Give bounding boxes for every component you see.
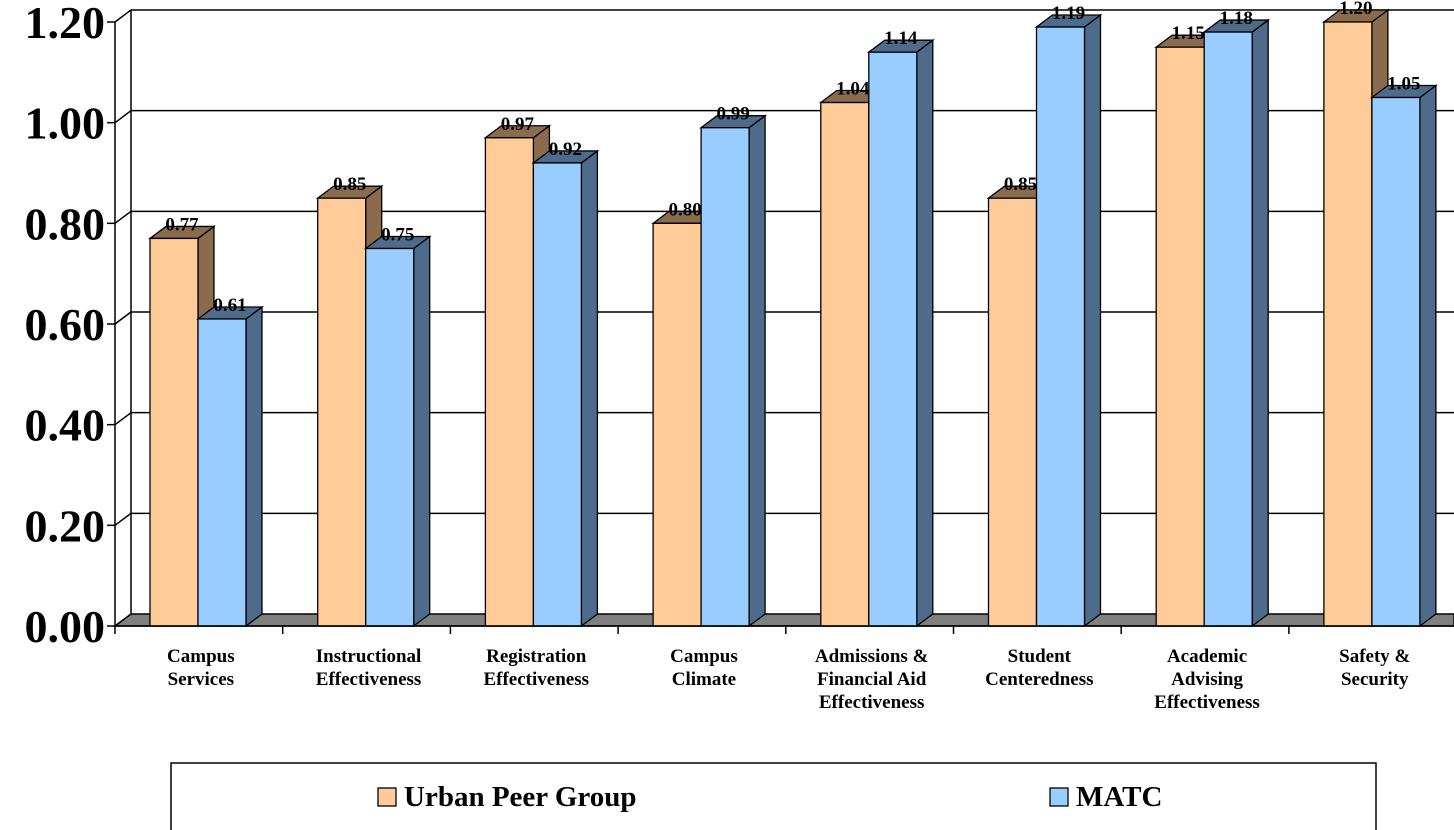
bar-side: [916, 38, 934, 628]
y-tick-label: 0.60: [25, 299, 106, 350]
data-label: 0.97: [501, 114, 535, 135]
legend-swatch: [1049, 787, 1069, 807]
x-tick-label: Registration Effectiveness: [483, 646, 589, 690]
bar-side: [413, 235, 431, 628]
x-tick-label: Campus Climate: [670, 646, 738, 690]
x-tick-label: Instructional Effectiveness: [316, 646, 422, 690]
bar-side: [1419, 84, 1437, 628]
bar-side: [748, 114, 766, 628]
data-label: 1.15: [1172, 23, 1205, 44]
bar-front: [149, 237, 199, 627]
legend-swatch: [377, 787, 397, 807]
bar-front: [1203, 31, 1253, 627]
data-label: 0.85: [333, 174, 366, 195]
bar: [699, 114, 768, 628]
bar-side: [245, 305, 263, 628]
data-label: 1.19: [1052, 3, 1085, 24]
bar-front: [484, 137, 535, 627]
bars: [148, 8, 1438, 628]
y-tick-depth: [114, 9, 132, 23]
bar: [1202, 18, 1271, 628]
y-tick-label: 1.00: [25, 98, 106, 149]
bar-front: [700, 127, 750, 627]
data-label: 1.20: [1339, 0, 1372, 19]
bar-side: [1083, 13, 1102, 628]
bar-front: [317, 197, 367, 627]
y-tick-depth: [114, 613, 132, 627]
y-tick-label: 0.20: [25, 500, 106, 551]
data-label: 0.77: [165, 214, 199, 235]
y-tick-label: 0.40: [25, 400, 106, 451]
bar-front: [365, 247, 415, 627]
data-label: 0.80: [668, 199, 701, 220]
x-tick-label: Admissions & Financial Aid Effectiveness: [815, 646, 929, 713]
bar: [1034, 13, 1103, 628]
bar-front: [1155, 46, 1205, 627]
bar-front: [820, 101, 870, 627]
bar-front: [987, 197, 1038, 627]
data-label: 0.99: [716, 104, 749, 125]
bar: [531, 149, 600, 628]
x-tick-label: Academic Advising Effectiveness: [1154, 646, 1260, 713]
data-label: 0.61: [213, 295, 246, 316]
y-tick-depth: [114, 412, 132, 426]
y-tick-depth: [114, 210, 132, 224]
bar-front: [197, 318, 247, 627]
y-tick-depth: [114, 110, 132, 124]
x-tick-label: Safety & Security: [1339, 646, 1410, 690]
data-label: 0.75: [381, 225, 414, 246]
y-tick-label: 0.80: [25, 198, 106, 249]
bar-side: [1251, 18, 1269, 628]
bar-front: [1371, 96, 1421, 627]
data-label: 1.05: [1387, 74, 1420, 95]
y-tick-depth: [114, 311, 132, 325]
bar-front: [868, 51, 918, 627]
x-tick-label: Student Centeredness: [985, 646, 1093, 690]
data-label: 0.85: [1004, 174, 1037, 195]
data-label: 1.14: [884, 28, 918, 49]
legend-entry: Urban Peer Group: [404, 781, 637, 813]
data-label: 1.18: [1220, 8, 1253, 29]
y-tick-label: 1.20: [25, 0, 106, 48]
data-label: 1.04: [836, 79, 870, 100]
bar-front: [1035, 26, 1086, 627]
data-label: 0.92: [549, 139, 582, 160]
bar-front: [1323, 21, 1373, 627]
bar-front: [652, 222, 702, 627]
legend-box: [170, 762, 1377, 830]
y-tick-label: 0.00: [25, 601, 106, 652]
bar-front: [532, 162, 583, 627]
data-labels: 0.77 0.85 0.97 0.80 1.04 0.85 1.15 1.20 0.61 0.75…: [165, 0, 1420, 316]
x-tick-label: Campus Services: [167, 646, 235, 690]
bar-side: [580, 149, 599, 628]
legend-entry: MATC: [1076, 781, 1162, 813]
axes: 0.00 0.20 0.40 0.60 0.80 1.00 1.20 Campus Servic…: [25, 0, 1454, 713]
bar: [196, 305, 264, 628]
y-tick-depth: [114, 512, 132, 526]
bar: [363, 235, 432, 628]
bar: [1369, 84, 1438, 628]
legend: Urban Peer Group MATC: [170, 762, 1377, 830]
bar: [866, 38, 935, 628]
